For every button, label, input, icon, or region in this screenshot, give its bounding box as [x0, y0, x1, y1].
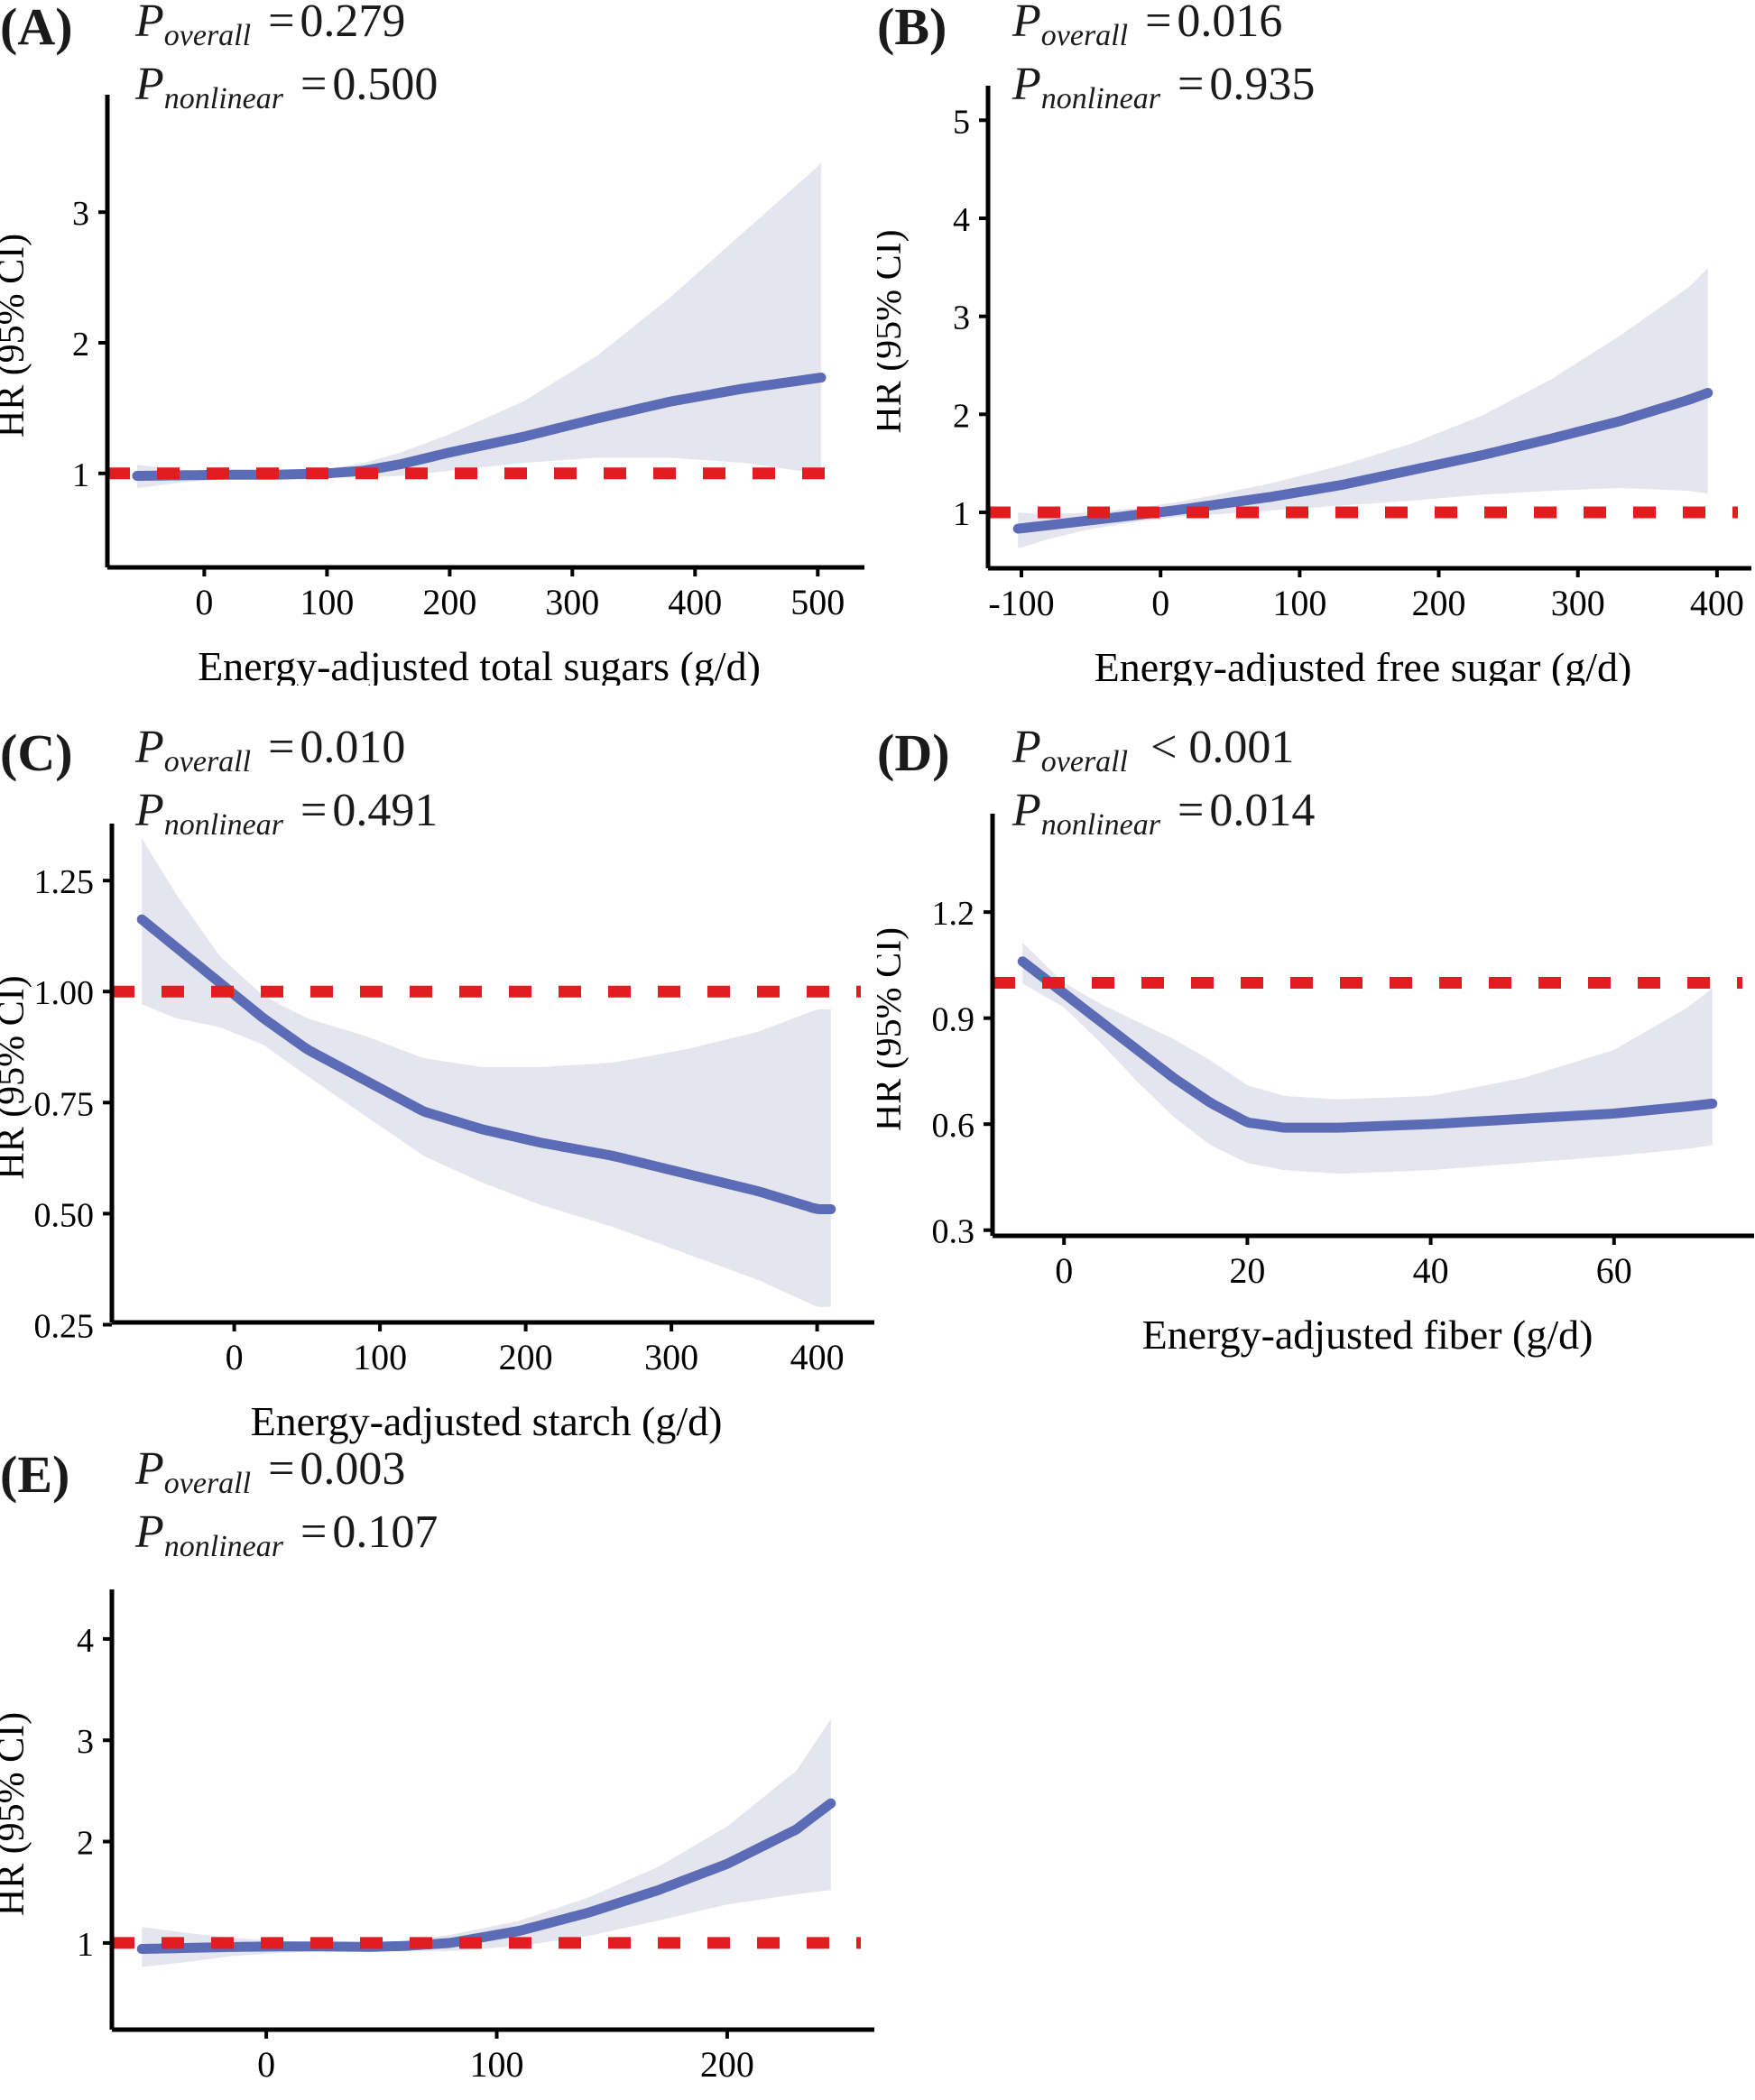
svg-text:400: 400 [790, 1337, 845, 1377]
svg-text:100: 100 [353, 1337, 407, 1377]
svg-text:1.00: 1.00 [34, 974, 95, 1012]
svg-text:100: 100 [1272, 583, 1326, 623]
svg-text:200: 200 [1412, 583, 1466, 623]
svg-text:Energy-adjusted total sugars (: Energy-adjusted total sugars (g/d) [198, 643, 761, 686]
svg-text:100: 100 [470, 2044, 524, 2085]
svg-text:0: 0 [195, 582, 213, 622]
svg-text:2: 2 [953, 397, 970, 435]
svg-text:300: 300 [1551, 583, 1605, 623]
svg-text:3: 3 [72, 195, 89, 233]
svg-text:5: 5 [953, 103, 970, 141]
svg-text:40: 40 [1413, 1250, 1449, 1291]
svg-text:2: 2 [77, 1825, 94, 1863]
svg-text:200: 200 [499, 1337, 553, 1377]
svg-text:0.9: 0.9 [932, 1001, 975, 1039]
svg-text:0.50: 0.50 [34, 1196, 95, 1234]
svg-text:0: 0 [1151, 583, 1169, 623]
svg-text:0.3: 0.3 [932, 1213, 975, 1251]
svg-text:Energy-adjusted starch (g/d): Energy-adjusted starch (g/d) [251, 1398, 723, 1444]
svg-text:400: 400 [668, 582, 722, 622]
svg-text:0.25: 0.25 [34, 1308, 95, 1346]
svg-text:1: 1 [953, 495, 970, 533]
svg-text:Energy-adjusted fiber (g/d): Energy-adjusted fiber (g/d) [1142, 1312, 1593, 1358]
svg-text:0: 0 [226, 1337, 244, 1377]
svg-text:2: 2 [72, 326, 89, 364]
svg-text:1.25: 1.25 [34, 863, 95, 901]
svg-text:HR (95% CI): HR (95% CI) [877, 927, 910, 1131]
svg-text:HR (95% CI): HR (95% CI) [0, 975, 32, 1179]
svg-text:1: 1 [77, 1926, 94, 1964]
svg-text:100: 100 [300, 582, 354, 622]
svg-text:3: 3 [953, 299, 970, 337]
svg-text:0: 0 [257, 2044, 275, 2085]
svg-text:HR (95% CI): HR (95% CI) [0, 1712, 32, 1916]
svg-text:0.6: 0.6 [932, 1107, 975, 1145]
svg-text:60: 60 [1596, 1250, 1632, 1291]
svg-text:0.75: 0.75 [34, 1085, 95, 1123]
svg-text:HR (95% CI): HR (95% CI) [0, 234, 32, 438]
svg-text:500: 500 [790, 582, 845, 622]
svg-text:400: 400 [1690, 583, 1744, 623]
svg-text:Energy-adjusted free sugar (g/: Energy-adjusted free sugar (g/d) [1095, 644, 1632, 686]
svg-text:HR (95% CI): HR (95% CI) [877, 229, 910, 433]
svg-text:1: 1 [72, 456, 89, 494]
svg-text:200: 200 [422, 582, 476, 622]
svg-text:0: 0 [1055, 1250, 1073, 1291]
svg-text:-100: -100 [988, 583, 1054, 623]
svg-text:1.2: 1.2 [932, 895, 975, 933]
svg-text:300: 300 [545, 582, 599, 622]
svg-text:20: 20 [1229, 1250, 1265, 1291]
svg-text:4: 4 [953, 201, 970, 239]
svg-text:4: 4 [77, 1622, 94, 1660]
svg-text:200: 200 [700, 2044, 754, 2085]
svg-text:3: 3 [77, 1723, 94, 1761]
svg-text:300: 300 [644, 1337, 698, 1377]
